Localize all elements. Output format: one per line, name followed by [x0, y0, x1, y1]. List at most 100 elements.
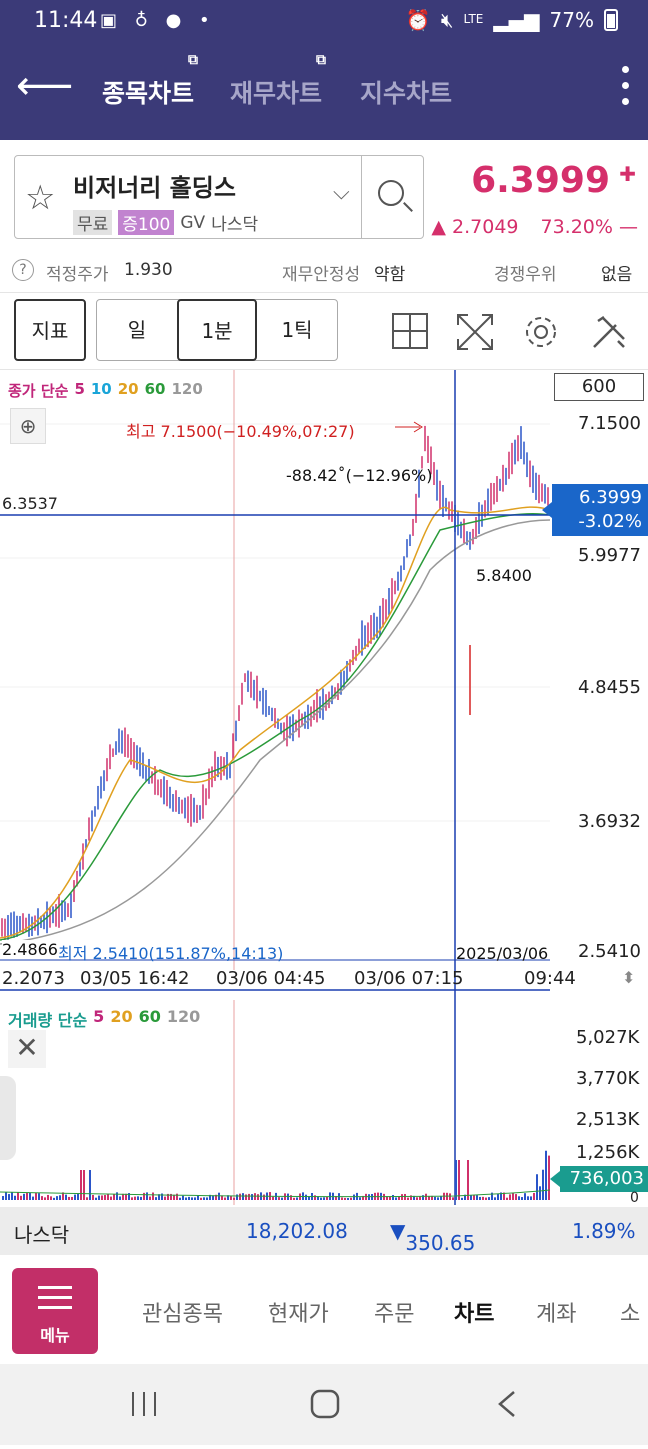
low-annotation: 최저 2.5410(151.87%,14:13) [58, 944, 284, 963]
volume-bar [521, 1197, 523, 1200]
volume-bar [41, 1196, 43, 1200]
volume-bar [359, 1197, 361, 1200]
period-1tick[interactable]: 1틱 [281, 318, 313, 342]
volume-bar [182, 1195, 184, 1200]
volume-bar [155, 1197, 157, 1200]
volume-bar [146, 1192, 148, 1200]
volume-bar [323, 1197, 325, 1200]
nav-account[interactable]: 계좌 [536, 1302, 577, 1327]
volume-bar [35, 1192, 37, 1200]
time-label-1: 03/05 16:42 [80, 968, 190, 989]
volume-bar [119, 1196, 121, 1200]
settings-gear-icon[interactable] [522, 313, 558, 349]
period-day[interactable]: 일 [127, 318, 147, 342]
tab-index-chart[interactable]: 지수차트 [360, 79, 453, 108]
help-icon[interactable]: ? [12, 259, 34, 281]
index-ticker-bar[interactable]: 나스닥 18,202.08 ▼ 350.65 1.89% [0, 1207, 648, 1255]
candle-count-box[interactable]: 600 [554, 373, 644, 401]
alarm-icon: ⏰ [405, 8, 431, 32]
more-vert-icon[interactable] [622, 66, 630, 114]
nav-quote[interactable]: 현재가 [268, 1302, 329, 1327]
tag-free: 무료 [73, 210, 113, 235]
volume-bar [218, 1192, 220, 1200]
index-percent: 1.89% [572, 1219, 636, 1243]
volume-bar [362, 1195, 364, 1200]
nav-more[interactable]: 소 [620, 1302, 641, 1327]
competition-value: 없음 [601, 265, 633, 285]
volume-bar [92, 1195, 94, 1200]
mute-icon: 🔇︎ [440, 8, 454, 32]
close-icon[interactable]: ✕ [8, 1030, 46, 1068]
volume-bar [2, 1196, 4, 1200]
volume-bar [197, 1195, 199, 1200]
back-icon [498, 1391, 515, 1417]
period-1min[interactable]: 1분 [177, 299, 257, 361]
menu-button[interactable]: 메뉴 [12, 1268, 98, 1354]
legend-ma60: 60 [144, 380, 166, 398]
volume-bar [326, 1196, 328, 1200]
tab-finance-chart[interactable]: 재무차트 ⧉ [230, 52, 327, 108]
expand-icon[interactable] [456, 313, 493, 350]
volume-bar [53, 1197, 55, 1200]
volume-bar [5, 1192, 7, 1200]
vol-legend-title: 거래량 단순 [8, 1011, 88, 1030]
fair-price-value: 1.930 [124, 260, 173, 280]
scale-toggle-icon[interactable]: ⬍ [622, 968, 636, 987]
volume-bar [11, 1192, 13, 1200]
volume-bar [467, 1160, 469, 1200]
side-drawer-handle[interactable] [0, 1076, 16, 1160]
volume-bar [230, 1195, 232, 1200]
volume-bar [44, 1197, 46, 1200]
volume-bar [434, 1196, 436, 1200]
volume-bar [422, 1195, 424, 1200]
y-label-3: 4.8455 [578, 677, 641, 698]
recent-apps-icon [132, 1392, 156, 1416]
volume-bar [419, 1196, 421, 1200]
volume-bar [65, 1194, 67, 1200]
star-icon[interactable]: ☆ [25, 178, 56, 218]
volume-bar [539, 1186, 541, 1200]
volume-bar [428, 1195, 430, 1200]
tab-stock-chart[interactable]: 종목차트 ⧉ [102, 52, 199, 108]
vol-zero-label: 0 [630, 1190, 639, 1206]
volume-bar [461, 1197, 463, 1200]
volume-bar [482, 1196, 484, 1200]
nav-chart[interactable]: 차트 [454, 1302, 495, 1327]
volume-bar [416, 1197, 418, 1200]
indicator-button[interactable]: 지표 [14, 299, 86, 361]
volume-bar [104, 1195, 106, 1200]
volume-bar [137, 1196, 139, 1200]
volume-bar [530, 1196, 532, 1200]
tools-icon[interactable] [590, 313, 626, 349]
volume-legend: 거래량 단순 5 20 60 120 [8, 1007, 200, 1031]
vol-legend-ma20: 20 [110, 1007, 133, 1026]
volume-bar [392, 1194, 394, 1200]
nav-watchlist[interactable]: 관심종목 [142, 1302, 223, 1327]
chevron-down-icon[interactable]: ⌵ [333, 180, 350, 205]
current-price-tag: 6.3999 -3.02% [542, 484, 648, 536]
battery-label: 77% [549, 8, 594, 32]
back-arrow-icon[interactable]: ⟵ [16, 63, 74, 109]
volume-bar [527, 1196, 529, 1200]
zoom-in-icon[interactable]: ⊕ [10, 408, 46, 444]
stock-selector[interactable]: ☆ 비저너리 홀딩스 무료 증100 GV 나스닥 ⌵ [14, 155, 424, 239]
volume-bar [194, 1197, 196, 1200]
legend-ma10: 10 [90, 380, 112, 398]
up-arrow-icon: ✚ [619, 162, 636, 186]
search-button[interactable] [361, 156, 423, 238]
ma-20-line [0, 506, 551, 939]
volume-bar [425, 1193, 427, 1200]
price-chart[interactable] [0, 370, 648, 1000]
layout-grid-icon[interactable] [392, 313, 428, 349]
index-name: 나스닥 [14, 1223, 70, 1247]
volume-bar [98, 1195, 100, 1200]
volume-bar [518, 1196, 520, 1200]
volume-bar [488, 1197, 490, 1200]
volume-bar [317, 1196, 319, 1200]
change-amount: ▲ 2.7049 [431, 216, 519, 238]
volume-bar [395, 1197, 397, 1200]
legend-ma20: 20 [117, 380, 139, 398]
volume-bar [389, 1196, 391, 1200]
nav-order[interactable]: 주문 [374, 1302, 415, 1327]
volume-chart[interactable] [0, 1000, 648, 1205]
